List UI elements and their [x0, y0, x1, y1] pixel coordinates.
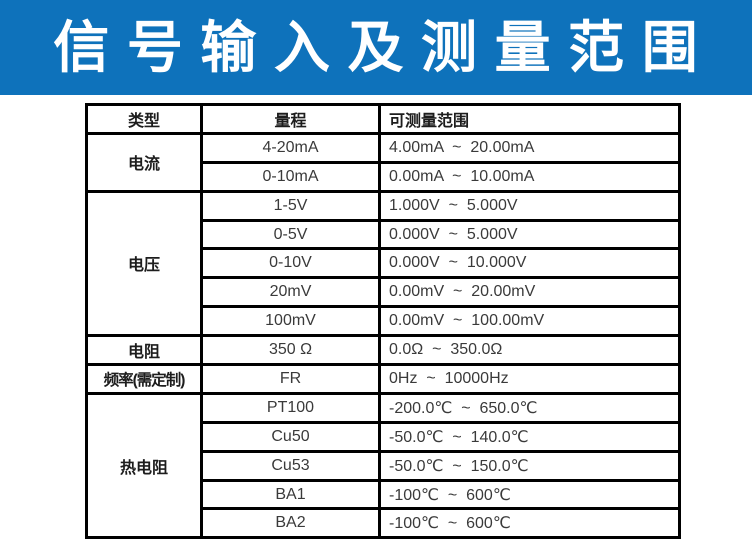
measure-cell: 0.000V ~ 5.000V: [378, 219, 681, 251]
table-row: BA2 -100℃ ~ 600℃: [87, 507, 681, 540]
measure-cell: 0.000V ~ 10.000V: [378, 247, 681, 280]
measure-cell: -200.0℃ ~ 650.0℃: [378, 391, 681, 424]
type-cell-resistance: 电阻: [85, 334, 203, 367]
range-cell: FR: [200, 363, 381, 395]
measure-cell: 4.00mA ~ 20.00mA: [378, 131, 681, 164]
measure-cell: 1.000V ~ 5.000V: [378, 189, 681, 222]
table-row: 热电阻 PT100 -200.0℃ ~ 650.0℃: [85, 391, 681, 540]
range-cell: 20mV: [200, 276, 381, 309]
range-cell: BA1: [200, 479, 381, 511]
table-row: Cu53 -50.0℃ ~ 150.0℃: [87, 450, 681, 482]
table-row: Cu50 -50.0℃ ~ 140.0℃: [87, 421, 681, 453]
measure-cell: 0.0Ω ~ 350.0Ω: [378, 334, 681, 367]
type-cell-current: 电流: [85, 131, 203, 193]
range-cell: 0-10V: [200, 247, 381, 280]
table-row: 100mV 0.00mV ~ 100.00mV: [87, 305, 681, 338]
table-row: 电阻 350 Ω 0.0Ω ~ 350.0Ω: [85, 334, 681, 367]
range-cell: Cu53: [200, 450, 381, 482]
table-row: 电流 4-20mA 4.00mA ~ 20.00mA: [85, 131, 681, 193]
table-row: 电压 1-5V 1.000V ~ 5.000V: [85, 189, 681, 338]
measure-cell: -50.0℃ ~ 150.0℃: [378, 450, 681, 482]
range-cell: PT100: [200, 391, 381, 424]
table-row: 频率(需定制) FR 0Hz ~ 10000Hz: [85, 363, 681, 395]
measure-cell: 0.00mV ~ 100.00mV: [378, 305, 681, 338]
range-cell: 1-5V: [200, 189, 381, 222]
type-cell-rtd: 热电阻: [85, 391, 203, 540]
table-row: 20mV 0.00mV ~ 20.00mV: [87, 276, 681, 309]
table-row: 0-10mA 0.00mA ~ 10.00mA: [87, 161, 681, 193]
type-cell-voltage: 电压: [85, 189, 203, 338]
measure-cell: -50.0℃ ~ 140.0℃: [378, 421, 681, 453]
range-cell: 0-5V: [200, 219, 381, 251]
measure-cell: -100℃ ~ 600℃: [378, 507, 681, 540]
type-cell-frequency: 频率(需定制): [85, 363, 203, 395]
measure-cell: -100℃ ~ 600℃: [378, 479, 681, 511]
range-cell: 100mV: [200, 305, 381, 338]
header-range: 量程: [200, 103, 381, 135]
range-cell: Cu50: [200, 421, 381, 453]
range-cell: 350 Ω: [200, 334, 381, 367]
signal-range-table: 类型 量程 可测量范围 电流 4-20mA 4.00mA ~ 20.00mA 0…: [85, 103, 681, 540]
range-cell: 0-10mA: [200, 161, 381, 193]
table-header-row: 类型 量程 可测量范围: [85, 103, 681, 135]
title-banner: 信 号 输 入 及 测 量 范 围: [0, 0, 752, 95]
table-row: BA1 -100℃ ~ 600℃: [87, 479, 681, 511]
measure-cell: 0.00mV ~ 20.00mV: [378, 276, 681, 309]
table-row: 0-5V 0.000V ~ 5.000V: [87, 219, 681, 251]
measure-cell: 0.00mA ~ 10.00mA: [378, 161, 681, 193]
range-cell: BA2: [200, 507, 381, 540]
header-measurable-range: 可测量范围: [378, 103, 681, 135]
page-title: 信 号 输 入 及 测 量 范 围: [53, 16, 699, 79]
header-type: 类型: [85, 103, 203, 135]
range-cell: 4-20mA: [200, 131, 381, 164]
measure-cell: 0Hz ~ 10000Hz: [378, 363, 681, 395]
table-row: 0-10V 0.000V ~ 10.000V: [87, 247, 681, 280]
